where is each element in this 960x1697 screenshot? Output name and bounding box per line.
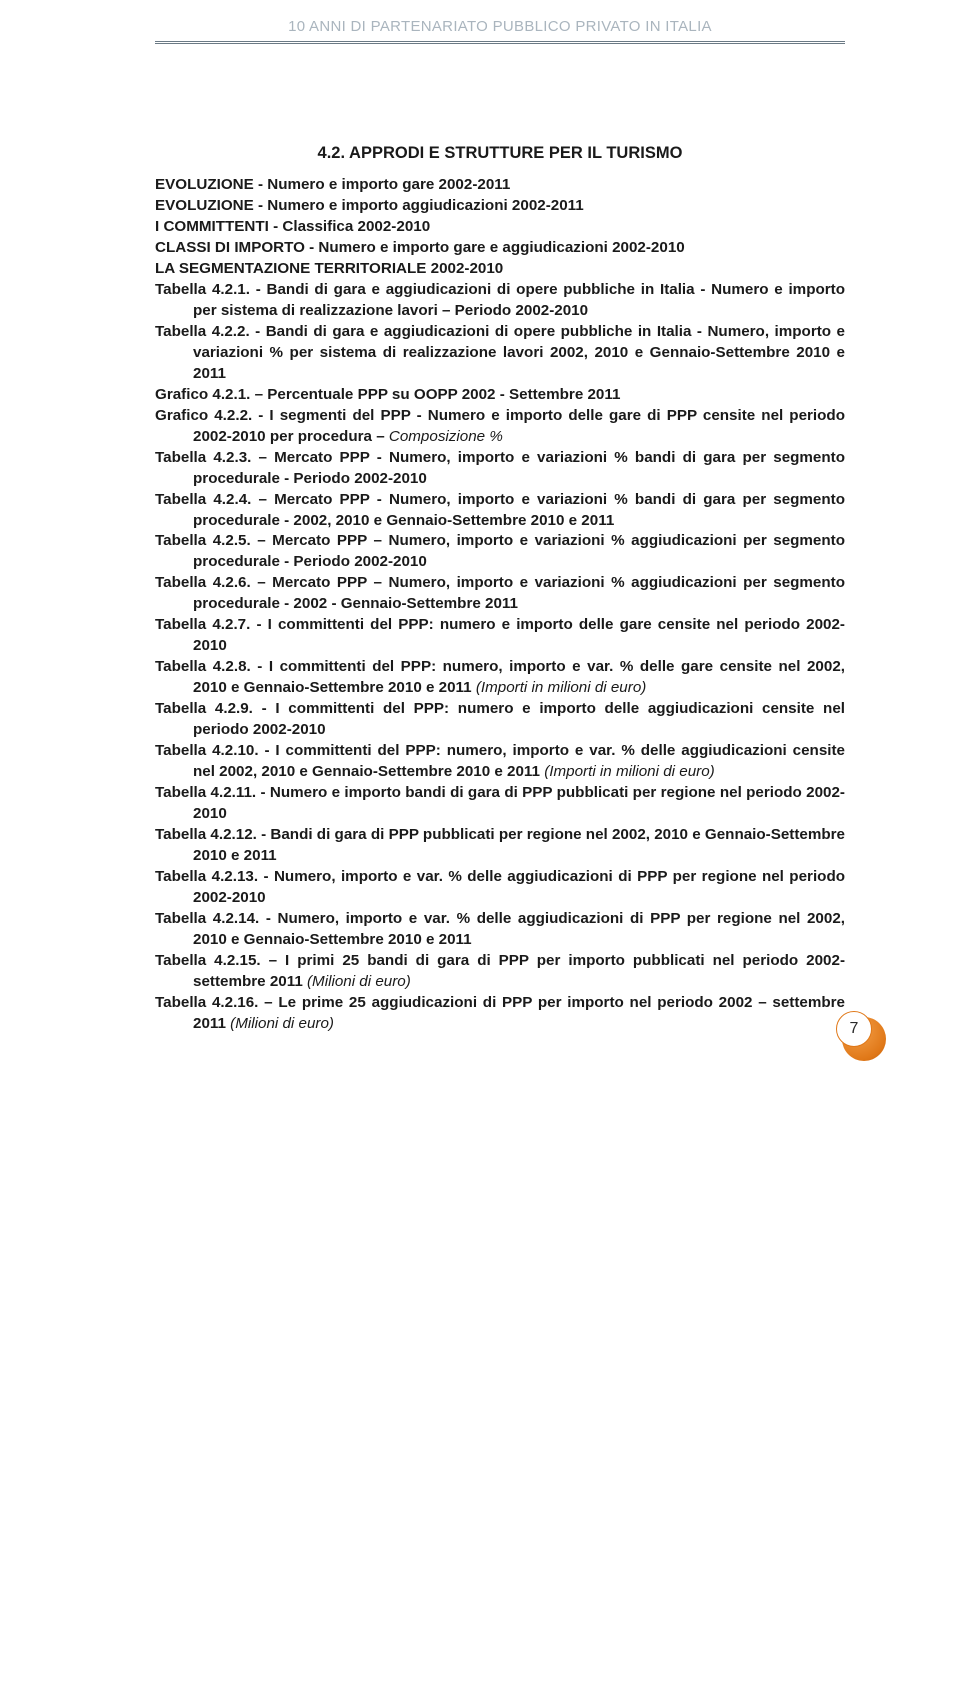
toc-entry-text: Tabella 4.2.10. - I committenti del PPP:…	[155, 742, 845, 780]
toc-entries: EVOLUZIONE - Numero e importo gare 2002-…	[155, 175, 845, 1035]
toc-entry: Tabella 4.2.9. - I committenti del PPP: …	[155, 699, 845, 741]
toc-entry: Tabella 4.2.10. - I committenti del PPP:…	[155, 741, 845, 783]
toc-entry-text: Tabella 4.2.15. – I primi 25 bandi di ga…	[155, 952, 845, 990]
toc-entry-italic: (Milioni di euro)	[230, 1015, 334, 1032]
toc-entry: Tabella 4.2.11. - Numero e importo bandi…	[155, 783, 845, 825]
toc-entry: Tabella 4.2.3. – Mercato PPP - Numero, i…	[155, 448, 845, 490]
toc-entry: EVOLUZIONE - Numero e importo gare 2002-…	[155, 175, 845, 196]
toc-entry-text: Tabella 4.2.14. - Numero, importo e var.…	[155, 910, 845, 948]
toc-entry-text: Tabella 4.2.11. - Numero e importo bandi…	[155, 784, 845, 822]
toc-entry-text: Tabella 4.2.9. - I committenti del PPP: …	[155, 700, 845, 738]
toc-entry: Tabella 4.2.4. – Mercato PPP - Numero, i…	[155, 490, 845, 532]
toc-entry: Tabella 4.2.1. - Bandi di gara e aggiudi…	[155, 280, 845, 322]
page-number-badge: 7	[836, 1011, 880, 1055]
toc-entry: Grafico 4.2.1. – Percentuale PPP su OOPP…	[155, 385, 845, 406]
toc-entry-text: Tabella 4.2.12. - Bandi di gara di PPP p…	[155, 826, 845, 864]
badge-front-circle: 7	[836, 1011, 872, 1047]
toc-entry: CLASSI DI IMPORTO - Numero e importo gar…	[155, 238, 845, 259]
section-title: 4.2. APPRODI E STRUTTURE PER IL TURISMO	[155, 144, 845, 163]
toc-entry-italic: (Importi in milioni di euro)	[544, 763, 715, 780]
toc-entry: Tabella 4.2.13. - Numero, importo e var.…	[155, 867, 845, 909]
toc-entry-text: CLASSI DI IMPORTO - Numero e importo gar…	[155, 239, 685, 256]
toc-entry-italic: (Importi in milioni di euro)	[476, 679, 647, 696]
toc-entry: LA SEGMENTAZIONE TERRITORIALE 2002-2010	[155, 259, 845, 280]
toc-entry-text: Tabella 4.2.7. - I committenti del PPP: …	[155, 616, 845, 654]
toc-entry: Tabella 4.2.6. – Mercato PPP – Numero, i…	[155, 573, 845, 615]
toc-entry: Tabella 4.2.15. – I primi 25 bandi di ga…	[155, 951, 845, 993]
toc-entry-text: Tabella 4.2.4. – Mercato PPP - Numero, i…	[155, 491, 845, 529]
toc-entry: Tabella 4.2.16. – Le prime 25 aggiudicaz…	[155, 993, 845, 1035]
toc-entry: EVOLUZIONE - Numero e importo aggiudicaz…	[155, 196, 845, 217]
toc-entry-italic: Composizione %	[389, 428, 503, 445]
toc-entry-text: LA SEGMENTAZIONE TERRITORIALE 2002-2010	[155, 260, 503, 277]
toc-entry: Tabella 4.2.12. - Bandi di gara di PPP p…	[155, 825, 845, 867]
toc-entry-text: Grafico 4.2.1. – Percentuale PPP su OOPP…	[155, 386, 620, 403]
toc-entry-text: Tabella 4.2.3. – Mercato PPP - Numero, i…	[155, 449, 845, 487]
page-number: 7	[850, 1020, 859, 1038]
toc-entry: Grafico 4.2.2. - I segmenti del PPP - Nu…	[155, 406, 845, 448]
header-rule	[155, 41, 845, 44]
toc-entry: Tabella 4.2.2. - Bandi di gara e aggiudi…	[155, 322, 845, 385]
toc-entry: Tabella 4.2.7. - I committenti del PPP: …	[155, 615, 845, 657]
toc-entry: Tabella 4.2.8. - I committenti del PPP: …	[155, 657, 845, 699]
toc-entry-italic: (Milioni di euro)	[307, 973, 411, 990]
toc-entry-text: Tabella 4.2.1. - Bandi di gara e aggiudi…	[155, 281, 845, 319]
toc-entry: Tabella 4.2.5. – Mercato PPP – Numero, i…	[155, 531, 845, 573]
page-header-title: 10 ANNI DI PARTENARIATO PUBBLICO PRIVATO…	[155, 18, 845, 35]
toc-entry-text: Tabella 4.2.2. - Bandi di gara e aggiudi…	[155, 323, 845, 382]
document-page: 10 ANNI DI PARTENARIATO PUBBLICO PRIVATO…	[0, 0, 960, 1095]
toc-entry: Tabella 4.2.14. - Numero, importo e var.…	[155, 909, 845, 951]
toc-entry-text: I COMMITTENTI - Classifica 2002-2010	[155, 218, 430, 235]
toc-entry-text: EVOLUZIONE - Numero e importo aggiudicaz…	[155, 197, 584, 214]
toc-entry: I COMMITTENTI - Classifica 2002-2010	[155, 217, 845, 238]
toc-entry-text: Tabella 4.2.5. – Mercato PPP – Numero, i…	[155, 532, 845, 570]
toc-entry-text: Tabella 4.2.6. – Mercato PPP – Numero, i…	[155, 574, 845, 612]
toc-entry-text: Tabella 4.2.13. - Numero, importo e var.…	[155, 868, 845, 906]
toc-entry-text: EVOLUZIONE - Numero e importo gare 2002-…	[155, 176, 510, 193]
